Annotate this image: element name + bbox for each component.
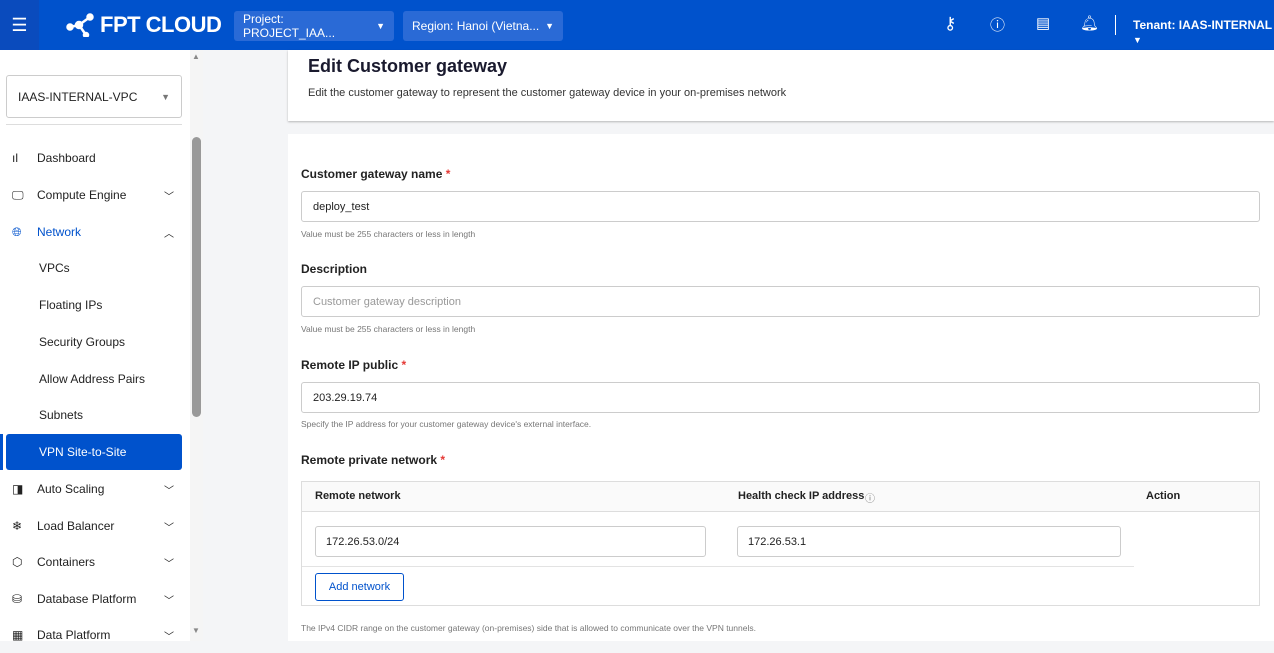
sidebar-item-security-groups[interactable]: Security Groups	[39, 335, 126, 349]
name-label: Customer gateway name *	[301, 167, 451, 181]
region-select[interactable]: Region: Hanoi (Vietna... ▼	[403, 11, 563, 41]
database-icon: ⛁	[12, 592, 23, 606]
page-header-card: Edit Customer gateway Edit the customer …	[288, 50, 1274, 121]
chevron-down-icon: ﹀	[164, 485, 174, 497]
monitor-icon: 🖵	[12, 187, 24, 202]
sidebar-item-load-balancer[interactable]: ❄ Load Balancer ﹀	[12, 519, 174, 534]
private-network-table: Remote network Health check IP address ⓘ…	[301, 481, 1260, 606]
chevron-down-icon: ﹀	[164, 595, 174, 607]
sidebar-item-database-platform[interactable]: ⛁ Database Platform ﹀	[12, 592, 174, 607]
vpc-select[interactable]: IAAS-INTERNAL-VPC ▼	[6, 75, 182, 118]
key-icon[interactable]: ⚷	[944, 14, 957, 33]
sidebar-item-auto-scaling[interactable]: ◨ Auto Scaling ﹀	[12, 482, 174, 497]
sidebar-item-subnets[interactable]: Subnets	[39, 408, 84, 422]
logo-icon	[66, 13, 94, 37]
sidebar-item-vpcs[interactable]: VPCs	[39, 261, 70, 275]
divider	[6, 124, 182, 125]
caret-down-icon: ▼	[545, 21, 554, 31]
description-hint: Value must be 255 characters or less in …	[301, 324, 476, 334]
caret-down-icon: ▼	[161, 91, 170, 102]
gateway-name-input[interactable]: deploy_test	[301, 191, 1260, 222]
table-header: Remote network Health check IP address ⓘ…	[302, 482, 1259, 512]
caret-down-icon: ▼	[376, 21, 385, 31]
sidebar-item-allow-address-pairs[interactable]: Allow Address Pairs	[39, 372, 146, 386]
chevron-down-icon: ﹀	[164, 191, 174, 203]
bar-chart-icon: ıl	[12, 151, 18, 165]
data-platform-icon: ▦	[12, 628, 24, 642]
top-header: ☰ FPT CLOUD Project: PROJECT_IAA... ▼ Reg…	[0, 0, 1274, 50]
info-icon[interactable]: ⓘ	[865, 494, 875, 505]
health-check-ip-input[interactable]: 172.26.53.1	[737, 526, 1121, 557]
chevron-down-icon: ﹀	[164, 522, 174, 534]
scroll-down-icon[interactable]: ▼	[192, 626, 200, 635]
sidebar-item-compute-engine[interactable]: 🖵 Compute Engine ﹀	[12, 187, 174, 203]
remote-ip-input[interactable]: 203.29.19.74	[301, 382, 1260, 413]
remote-network-input[interactable]: 172.26.53.0/24	[315, 526, 706, 557]
sidebar-item-data-platform[interactable]: ▦ Data Platform ﹀	[12, 628, 174, 643]
private-network-label: Remote private network *	[301, 453, 446, 467]
form-card: Customer gateway name * deploy_test Valu…	[288, 134, 1274, 641]
page-subtitle: Edit the customer gateway to represent t…	[308, 87, 787, 99]
private-network-hint: The IPv4 CIDR range on the customer gate…	[301, 623, 756, 633]
scroll-up-icon[interactable]: ▲	[192, 52, 200, 61]
sidebar-item-containers[interactable]: ⬡ Containers ﹀	[12, 555, 174, 570]
add-network-button[interactable]: Add network	[315, 573, 404, 601]
remote-ip-label: Remote IP public *	[301, 358, 407, 372]
description-label: Description	[301, 262, 368, 276]
sidebar: IAAS-INTERNAL-VPC ▼ ıl Dashboard 🖵 Compute …	[0, 50, 203, 643]
chevron-up-icon: ︿	[164, 228, 174, 240]
project-select[interactable]: Project: PROJECT_IAA... ▼	[234, 11, 394, 41]
logo[interactable]: FPT CLOUD	[66, 12, 222, 38]
remote-ip-hint: Specify the IP address for your customer…	[301, 419, 592, 429]
sidebar-item-vpn-site-to-site[interactable]: VPN Site-to-Site	[6, 434, 182, 470]
divider	[1115, 15, 1116, 35]
menu-icon[interactable]: ☰	[0, 0, 39, 50]
cube-icon: ⬡	[12, 555, 23, 569]
help-chat-icon[interactable]: ⓘ	[990, 17, 1006, 34]
tenant-select[interactable]: Tenant: IAAS-INTERNAL ▼	[1133, 18, 1272, 45]
globe-icon: 🌐︎	[12, 224, 22, 239]
caret-down-icon: ▼	[1133, 35, 1142, 45]
chevron-down-icon: ﹀	[164, 631, 174, 643]
autoscale-icon: ◨	[12, 482, 24, 496]
chevron-down-icon: ﹀	[164, 558, 174, 570]
docs-book-icon[interactable]: ▤	[1036, 15, 1051, 32]
sidebar-item-dashboard[interactable]: ıl Dashboard	[12, 151, 96, 165]
page-title: Edit Customer gateway	[308, 56, 508, 76]
divider	[302, 566, 1134, 567]
scrollbar-thumb[interactable]	[192, 137, 201, 417]
bell-icon[interactable]: 🔔︎	[1080, 15, 1100, 32]
load-balancer-icon: ❄	[12, 519, 23, 533]
active-indicator	[0, 434, 3, 470]
description-input[interactable]: Customer gateway description	[301, 286, 1260, 317]
name-hint: Value must be 255 characters or less in …	[301, 229, 476, 239]
sidebar-scrollbar[interactable]: ▲ ▼	[190, 50, 203, 641]
sidebar-item-network[interactable]: 🌐︎ Network ︿	[12, 224, 174, 240]
sidebar-item-floating-ips[interactable]: Floating IPs	[39, 298, 103, 312]
